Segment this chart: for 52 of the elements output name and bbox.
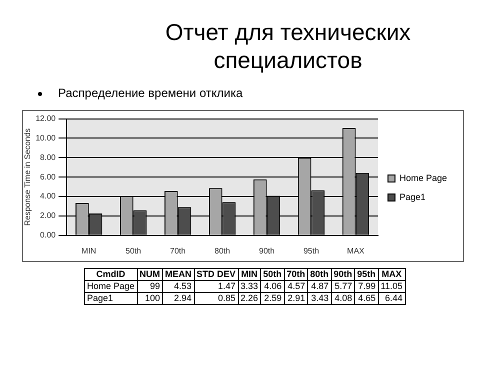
text: 4.06 bbox=[260, 280, 284, 292]
text: 4.87 bbox=[308, 280, 332, 292]
text: 3.43 bbox=[308, 292, 332, 304]
text: 7.99 bbox=[354, 280, 378, 292]
text: 90th bbox=[331, 268, 355, 280]
x-tick-label: MIN bbox=[82, 246, 96, 256]
y-tick-label: 8.00 bbox=[40, 152, 56, 162]
text: MAX bbox=[378, 268, 406, 280]
legend-label: Home Page bbox=[399, 172, 448, 183]
text: NUM bbox=[137, 268, 163, 280]
y-tick-label: 12.00 bbox=[36, 114, 56, 124]
y-tick-label: 10.00 bbox=[36, 133, 56, 142]
text: STD DEV bbox=[194, 268, 238, 280]
text: 0.85 bbox=[194, 292, 238, 304]
text: 80th bbox=[308, 268, 332, 280]
y-tick-label: 2.00 bbox=[40, 211, 56, 220]
text: 2.91 bbox=[284, 292, 308, 304]
text: 3.33 bbox=[238, 280, 261, 292]
text: 99 bbox=[137, 280, 163, 292]
legend-label: Page1 bbox=[399, 192, 426, 202]
text: 11.05 bbox=[378, 280, 406, 292]
text: MIN bbox=[238, 268, 261, 280]
y-axis-title: Response Time in Seconds bbox=[23, 128, 32, 226]
text: 4.65 bbox=[354, 292, 378, 304]
y-tick-label: 6.00 bbox=[40, 172, 56, 182]
text: MEAN bbox=[162, 268, 194, 280]
x-tick-label: 80th bbox=[214, 246, 230, 256]
text: 1.47 bbox=[194, 280, 238, 292]
chart-subtitle: Распределение времени отклика bbox=[58, 86, 243, 100]
text: Page1 bbox=[84, 292, 138, 304]
text: 70th bbox=[284, 268, 308, 280]
x-tick-label: 50th bbox=[126, 246, 142, 256]
x-tick-label: 70th bbox=[170, 246, 186, 256]
text: 4.53 bbox=[162, 280, 194, 292]
text: 4.08 bbox=[331, 292, 355, 304]
text: 2.94 bbox=[162, 292, 194, 304]
text: 100 bbox=[137, 292, 163, 304]
text: CmdID bbox=[84, 268, 138, 280]
text: 5.77 bbox=[331, 280, 355, 292]
text: 6.44 bbox=[378, 292, 406, 304]
text: 2.59 bbox=[260, 292, 284, 304]
x-tick-label: MAX bbox=[347, 246, 366, 256]
text: 4.57 bbox=[284, 280, 308, 292]
y-tick-label: 4.00 bbox=[40, 192, 56, 201]
y-tick-label: 0.00 bbox=[40, 230, 56, 240]
text: 50th bbox=[260, 268, 284, 280]
text: 2.26 bbox=[238, 292, 261, 304]
text: Home Page bbox=[84, 280, 138, 292]
text: 95th bbox=[354, 268, 378, 280]
x-tick-label: 90th bbox=[258, 246, 275, 256]
chart-title: Отчет для технических специалистов bbox=[164, 18, 412, 74]
x-tick-label: 95th bbox=[303, 246, 320, 256]
